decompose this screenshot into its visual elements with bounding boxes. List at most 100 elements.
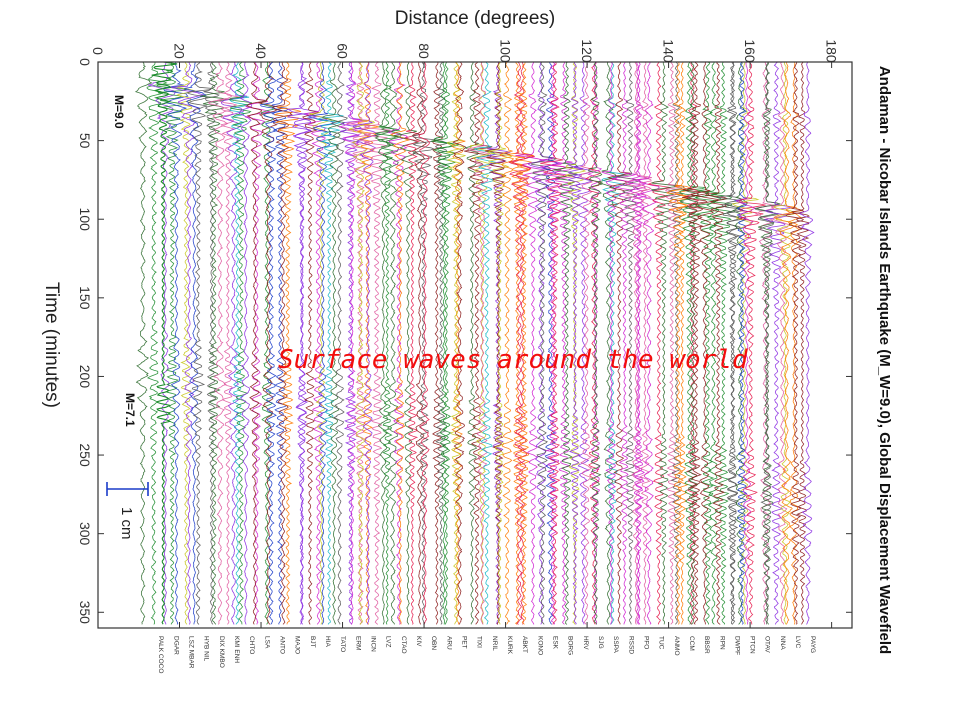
station-label: TIXI [476,636,483,648]
waveform-trace [710,61,734,625]
waveform-trace [678,61,706,625]
waveform-trace [511,61,535,625]
waveform-trace [274,61,302,625]
plot-frame [97,61,853,629]
waveform-trace [322,61,345,625]
waveform-trace [330,61,349,625]
waveform-trace [770,61,792,625]
station-label: PET [460,636,467,649]
waveform-trace [352,61,379,625]
waveform-trace [271,61,293,625]
station-label: KONO [536,636,543,655]
waveform-trace [630,61,647,625]
station-label: ABKT [521,636,528,653]
waveform-trace [203,61,220,625]
waveform-trace [754,61,781,625]
waveform-trace [508,61,535,625]
waveform-trace [733,61,750,625]
waveform-trace [572,61,594,625]
x-tick-label: 140 [661,39,677,63]
station-label: KMI ENH [233,636,240,663]
waveform-trace [674,61,689,625]
waveform-trace [515,61,545,625]
waveform-trace [763,61,793,625]
station-label: KIV [415,636,422,647]
waveform-trace [612,61,637,625]
waveform-trace [773,62,795,625]
station-label: ESK [551,636,558,650]
scale-bar [106,482,149,496]
station-label: ERM [354,636,361,650]
waveform-trace [704,61,729,625]
x-tick-label: 100 [498,39,514,63]
station-label: BJT [309,636,316,648]
waveform-trace [199,61,228,625]
x-tick-label: 20 [172,43,188,59]
waveform-trace [220,61,248,625]
mainshock-magnitude-label: M=9.0 [112,95,126,129]
y-axis-title: Time (minutes) [41,282,62,408]
station-label: ANMO [673,636,680,656]
x-tick-label: 180 [824,39,840,63]
waveform-trace [238,61,253,625]
waveform-trace [682,61,710,625]
waveform-trace [309,61,333,625]
x-tick-label: 40 [253,43,269,59]
waveform-trace [357,61,380,625]
waveform-trace [704,61,722,625]
waveform-trace [773,61,803,625]
waveform-trace [684,61,701,625]
y-tick-label: 250 [77,443,93,467]
station-label: INCN [369,636,376,652]
waveform-trace [499,61,515,625]
waveform-trace [694,61,721,625]
waveform-trace [387,61,409,625]
aftershock-magnitude-label: M=7.1 [123,393,137,427]
station-label: LSZ MBAR [187,636,194,669]
waveform-trace [259,61,283,625]
waveform-trace [185,61,212,625]
waveform-trace [418,61,430,625]
waveform-trace [217,61,241,625]
x-tick-label: 60 [335,43,351,59]
waveform-trace [754,61,778,625]
station-label: LSA [263,636,270,649]
station-label: DIX KMBO [218,636,225,668]
waveform-trace [346,61,371,625]
station-label: RSSD [627,636,634,654]
waveform-trace [259,61,275,625]
waveform-trace [531,61,558,625]
waveform-trace [473,61,497,625]
y-tick-label: 100 [77,208,93,232]
waveform-trace [148,62,176,625]
station-label: PAYG [809,636,816,653]
waveform-trace [791,61,810,625]
waveform-trace [739,61,766,625]
waveform-trace [579,61,596,625]
station-label: ANTO [278,636,285,654]
chart-title: Andaman - Nicobar Islands Earthquake (M_… [876,66,893,654]
waveform-trace [393,61,419,625]
x-tick-label: 0 [90,47,106,55]
station-label: TUC [658,636,665,650]
waveform-trace [735,61,757,625]
station-label: OTAV [764,636,771,653]
waveform-trace [431,61,460,625]
waveform-trace [389,62,411,625]
waveform-trace [666,61,692,625]
waveform-trace [754,61,780,625]
station-label: HIA [324,636,331,648]
waveform-trace [624,61,652,625]
waveform-trace [716,61,744,625]
waveform-trace [229,61,250,625]
station-label: OBN [430,636,437,650]
waveform-trace [606,61,631,625]
waveform-trace [540,61,568,625]
waveform-trace [799,61,815,625]
waveform-trace [690,61,719,625]
station-label: HRV [582,636,589,650]
waveform-trace [244,61,270,625]
waveform-trace [380,61,403,625]
waveform-trace [514,61,534,625]
waveform-trace [601,61,619,625]
